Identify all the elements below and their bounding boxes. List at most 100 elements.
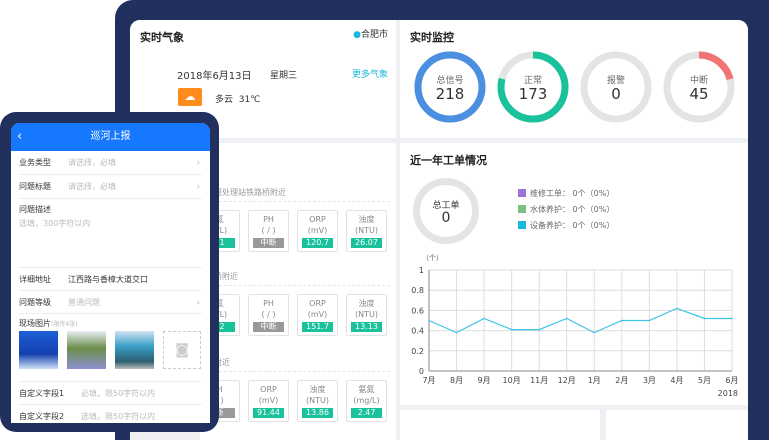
x-tick-label: 8月	[450, 376, 463, 385]
data-point	[593, 331, 596, 334]
phone-screen: ‹ 巡河上报 业务类型 请选择，必填 › 问题标题 请选择，必填 › 问题描述 选填，30…	[11, 123, 210, 423]
sensor-unit: ( / )	[261, 310, 276, 319]
sensor-unit: (NTU)	[355, 226, 378, 235]
sensor-name: 浊度	[358, 215, 375, 224]
x-tick-label: 1月	[588, 376, 601, 385]
weather-title: 实时气象	[140, 31, 184, 44]
sensor-card[interactable]: ORP (mV) 151.7	[297, 294, 338, 336]
ring-value: 45	[689, 85, 709, 103]
monitor-ring-1[interactable]: 正常 173	[497, 51, 569, 123]
field-label: 现场图片	[19, 319, 51, 328]
city-selector[interactable]: ●合肥市	[353, 27, 388, 40]
form-row-level[interactable]: 问题等级 普通问题 ›	[19, 291, 202, 314]
weather-weekday: 星期三	[270, 71, 298, 81]
field-label: 问题标题	[19, 182, 51, 191]
sensor-card[interactable]: PH ( / ) 中断	[248, 210, 289, 252]
field-placeholder: 请选择，必填	[68, 182, 116, 191]
form-row-photos: 现场图片(限传4张) ◙	[19, 314, 202, 382]
photo-thumbnail[interactable]	[115, 331, 154, 369]
sensor-value: 42	[204, 322, 235, 332]
data-point	[621, 319, 623, 322]
sensor-value: 中断	[253, 322, 284, 332]
form-row-issue-title[interactable]: 问题标题 请选择，必填 ›	[19, 175, 202, 199]
monitor-ring-0[interactable]: 总信号 218	[414, 51, 486, 123]
sensor-name: 浊度	[358, 299, 375, 308]
y-tick-label: 0.2	[411, 347, 424, 356]
y-tick-label: 0	[419, 367, 424, 376]
sensor-value: 中断	[253, 238, 284, 248]
x-tick-label: 12月	[558, 376, 576, 385]
sensor-unit: (mg/L)	[353, 396, 380, 405]
monitor-ring-2[interactable]: 报警 0	[580, 51, 652, 123]
y-tick-label: 0.4	[411, 327, 424, 336]
field-label: 业务类型	[19, 158, 51, 167]
sensor-value: 151.7	[302, 322, 333, 332]
sensor-card[interactable]: 浊度 (NTU) 13.13	[346, 294, 387, 336]
weather-date: 2018年6月13日	[177, 71, 252, 82]
form-row-custom2[interactable]: 自定义字段2 选填，限50字符以内	[19, 405, 202, 423]
field-placeholder: 选填，300字符以内	[19, 219, 91, 228]
x-axis-year: 2018	[718, 389, 738, 398]
x-tick-label: 11月	[530, 376, 548, 385]
sensor-card[interactable]: 浊度 (NTU) 13.86	[297, 380, 338, 422]
form-row-custom1[interactable]: 自定义字段1 必填，限50字符以内	[19, 382, 202, 405]
form-row-description[interactable]: 问题描述 选填，300字符以内	[19, 199, 202, 268]
data-point	[483, 317, 485, 320]
form-row-address[interactable]: 详细地址 江西路与香樟大道交口	[19, 268, 202, 291]
ring-arc	[414, 51, 486, 123]
sensor-name: PH	[263, 299, 274, 308]
x-tick-label: 4月	[670, 376, 683, 385]
photos-hint: (限传4张)	[51, 321, 78, 328]
data-point	[703, 317, 706, 320]
legend-swatch	[518, 189, 526, 197]
sensor-name: 氨氮	[358, 385, 375, 394]
sensor-unit: (NTU)	[306, 396, 329, 405]
weather-condition: 多云 31℃	[215, 95, 261, 105]
bottom-panel-right	[606, 410, 748, 440]
workorder-line-chart: （个） 0 0.2 0.4 0.6 0.8 1 7月 8月 9月 10月 11月 12月 1月 2月 3月 4月…	[411, 254, 738, 398]
photo-thumbnail[interactable]	[19, 331, 58, 369]
photo-thumbnail[interactable]	[67, 331, 106, 369]
sensor-unit: (mV)	[258, 396, 279, 405]
add-photo-camera-icon[interactable]: ◙	[163, 331, 201, 369]
sensor-name: 浊度	[309, 385, 326, 394]
monitor-ring-3[interactable]: 中断 45	[663, 51, 735, 123]
monitor-panel: 实时监控 总信号 218 正常 173 报警 0 中断 45	[400, 20, 748, 138]
more-weather-link[interactable]: 更多气象	[351, 70, 388, 80]
y-axis-unit: （个）	[422, 254, 443, 262]
x-tick-label: 7月	[422, 376, 435, 385]
x-tick-label: 2月	[615, 376, 628, 385]
station-name: 附近	[214, 357, 390, 372]
sensor-unit: / )	[215, 396, 224, 405]
phone-header: ‹ 巡河上报	[11, 123, 210, 151]
data-point	[538, 328, 540, 331]
ring-arc	[497, 51, 569, 123]
sensor-unit: (NTU)	[355, 310, 378, 319]
ring-value: 0	[611, 85, 621, 103]
sensor-name: ORP	[309, 299, 326, 308]
legend-item: 设备养护： 0个（0%）	[518, 220, 614, 231]
sensor-card[interactable]: 浊度 (NTU) 26.07	[346, 210, 387, 252]
total-workorder-value: 0	[441, 210, 451, 226]
series-line	[428, 307, 732, 334]
form-row-business-type[interactable]: 业务类型 请选择，必填 ›	[19, 151, 202, 175]
sensor-card[interactable]: PH ( / ) 中断	[248, 294, 289, 336]
sensor-value: 2.47	[351, 408, 382, 418]
sensor-value: 断	[204, 408, 235, 418]
sensor-card[interactable]: ORP (mV) 120.7	[297, 210, 338, 252]
chevron-right-icon: ›	[196, 298, 200, 307]
sensor-card[interactable]: 氨氮 (mg/L) 2.47	[346, 380, 387, 422]
sensor-value: 13.13	[351, 322, 382, 332]
sensor-unit: (mV)	[307, 226, 328, 235]
partly-cloudy-icon: ☁	[178, 88, 202, 106]
field-placeholder: 请选择，必填	[68, 158, 116, 167]
back-arrow-icon[interactable]: ‹	[17, 129, 23, 144]
bottom-panel-left	[400, 410, 600, 440]
y-tick-label: 1	[419, 266, 424, 275]
sensor-name: 氮	[215, 215, 224, 224]
sensor-unit: ( / )	[261, 226, 276, 235]
total-workorder-label: 总工单	[432, 201, 460, 211]
sensor-card[interactable]: ORP (mV) 91.44	[248, 380, 289, 422]
sensor-value: 26.07	[351, 238, 382, 248]
ring-label: 总信号	[436, 76, 464, 86]
